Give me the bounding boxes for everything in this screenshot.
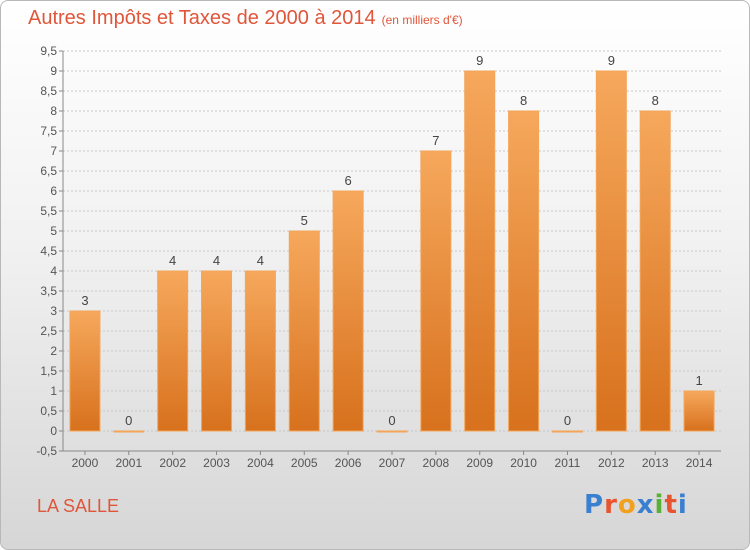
y-tick-label: -0,5 [36,444,57,458]
y-tick-label: 7 [50,144,57,158]
y-tick-label: 5,5 [40,204,57,218]
bar-2008 [420,150,452,432]
y-tick-label: 1,5 [40,364,57,378]
proxiti-logo: Proxiti [584,490,688,520]
place-name: LA SALLE [37,496,120,516]
y-tick-label: 5 [50,224,57,238]
x-tick-label-2007: 2007 [379,456,406,470]
data-label-2003: 4 [213,253,220,268]
y-tick-label: 6 [50,184,57,198]
y-tick-label: 2 [50,344,57,358]
chart-title: Autres Impôts et Taxes de 2000 à 2014 (en… [28,7,463,30]
data-label-2007: 0 [388,413,395,428]
x-tick-label-2008: 2008 [423,456,450,470]
bar-2013 [639,110,671,432]
x-tick-label-2011: 2011 [555,456,581,470]
y-tick-label: 8,5 [40,84,57,98]
x-tick-label-2009: 2009 [466,456,493,470]
y-tick-label: 8 [50,104,57,118]
bar-2014 [683,390,715,432]
bar-2001 [113,430,145,433]
data-label-2009: 9 [476,53,483,68]
y-tick-label: 4 [50,264,57,278]
y-tick-label: 9,5 [40,44,57,58]
data-label-2012: 9 [608,53,615,68]
x-tick-label-2014: 2014 [686,456,713,470]
y-tick-label: 0 [50,424,57,438]
logo-letter: P [584,490,605,520]
data-label-2010: 8 [520,93,527,108]
data-label-2005: 5 [301,213,308,228]
logo-letter: r [604,490,618,520]
bar-2009 [464,70,496,432]
data-label-2011: 0 [564,413,571,428]
x-tick-label-2002: 2002 [159,456,186,470]
x-tick-label-2004: 2004 [247,456,274,470]
y-tick-label: 9 [50,64,57,78]
data-label-2002: 4 [169,253,176,268]
x-tick-label-2013: 2013 [642,456,669,470]
logo-letter: i [654,490,665,520]
bar-2000 [69,310,101,432]
x-tick-label-2003: 2003 [203,456,230,470]
bar-2007 [376,430,408,433]
x-tick-label-2012: 2012 [598,456,625,470]
data-label-2014: 1 [695,373,702,388]
data-label-2004: 4 [257,253,264,268]
x-tick-label-2000: 2000 [72,456,99,470]
x-tick-label-2001: 2001 [115,456,142,470]
x-tick-label-2005: 2005 [291,456,318,470]
bar-2011 [551,430,583,433]
y-tick-label: 7,5 [40,124,57,138]
y-tick-label: 3,5 [40,284,57,298]
bar-2010 [508,110,540,432]
y-tick-label: 6,5 [40,164,57,178]
chart-unit: (en milliers d'€) [381,13,463,27]
bar-2004 [244,270,276,432]
y-tick-label: 1 [50,384,57,398]
data-label-2000: 3 [81,293,88,308]
bar-2006 [332,190,364,432]
data-label-2008: 7 [432,133,439,148]
y-tick-label: 0,5 [40,404,57,418]
logo-letter: t [664,490,678,520]
y-tick-label: 2,5 [40,324,57,338]
bar-2002 [157,270,189,432]
data-label-2001: 0 [125,413,132,428]
y-tick-label: 3 [50,304,57,318]
bar-2012 [595,70,627,432]
y-tick-label: 4,5 [40,244,57,258]
x-tick-label-2006: 2006 [335,456,362,470]
data-label-2006: 6 [345,173,352,188]
chart-title-text: Autres Impôts et Taxes de 2000 à 2014 [28,7,376,29]
logo-letter: i [677,490,688,520]
bar-2005 [288,230,320,432]
bar-2003 [201,270,233,432]
data-label-2013: 8 [652,93,659,108]
logo-letter: x [636,490,655,520]
logo-letter: o [617,490,637,520]
x-tick-label-2010: 2010 [510,456,537,470]
